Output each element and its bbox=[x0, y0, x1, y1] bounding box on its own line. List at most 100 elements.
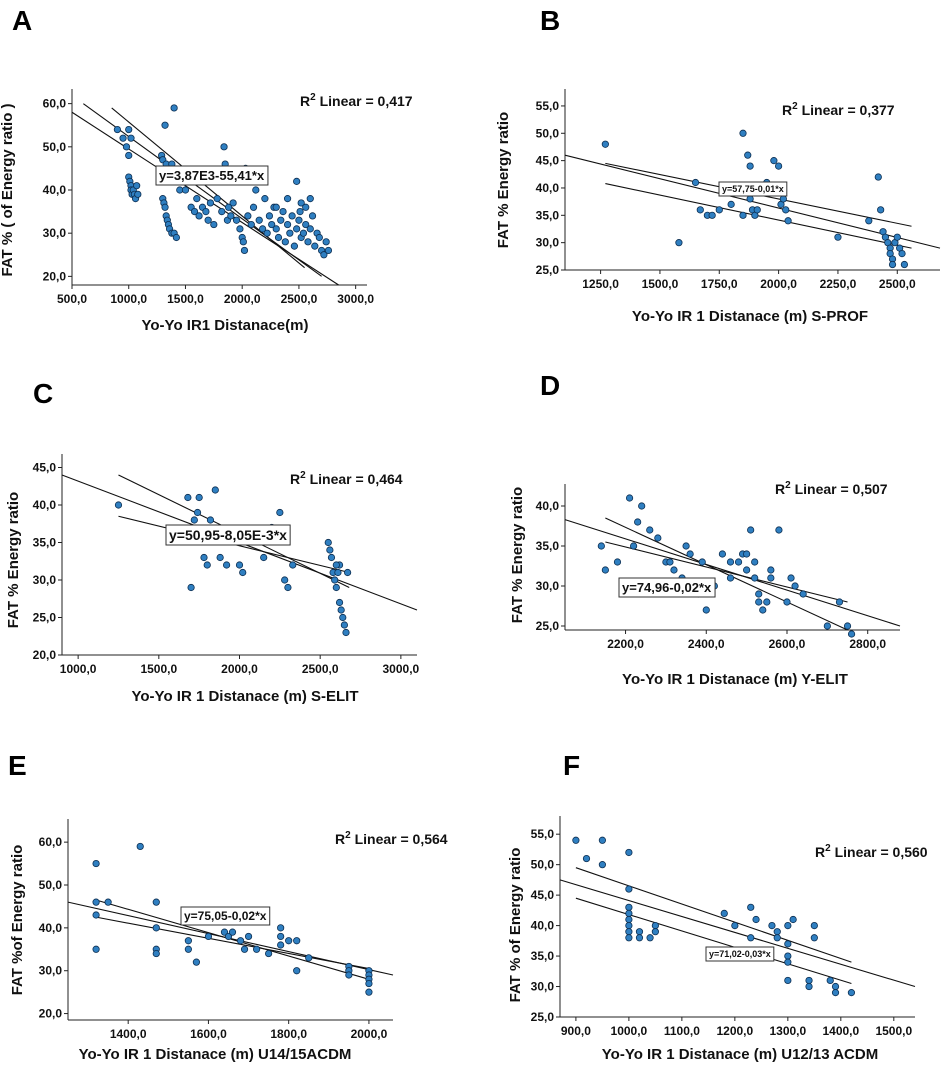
data-point bbox=[768, 921, 776, 930]
equation-box bbox=[180, 906, 271, 926]
fit-line bbox=[575, 897, 852, 985]
r2-label: R2 Linear = 0,507 bbox=[775, 480, 888, 497]
data-point bbox=[625, 903, 633, 911]
data-point bbox=[770, 157, 778, 165]
regression-equation: y=71,02-0,03*x bbox=[705, 946, 775, 962]
data-point bbox=[240, 246, 249, 255]
data-point bbox=[181, 186, 190, 194]
y-tick-label: 45,0 bbox=[531, 888, 555, 902]
data-point bbox=[228, 928, 237, 936]
y-tick-label: 35,0 bbox=[536, 539, 560, 553]
fit-line bbox=[95, 899, 370, 980]
data-point bbox=[268, 220, 276, 229]
data-point bbox=[334, 568, 342, 577]
data-point bbox=[322, 238, 330, 246]
y-axis-title: FAT % Energy ratio bbox=[5, 492, 22, 628]
data-point bbox=[311, 242, 319, 250]
panel-letter: B bbox=[540, 5, 560, 36]
data-point bbox=[646, 934, 654, 942]
data-point bbox=[339, 613, 347, 622]
x-tick-label: 1400,0 bbox=[110, 1027, 147, 1041]
data-point bbox=[193, 508, 202, 517]
data-point bbox=[651, 928, 659, 936]
y-tick-label: 25,0 bbox=[531, 1010, 555, 1024]
y-tick-label: 30,0 bbox=[536, 579, 560, 593]
data-point bbox=[784, 958, 792, 966]
data-point bbox=[192, 958, 200, 966]
x-axis-title: Yo-Yo IR 1 Distanace (m) U14/15ACDM bbox=[79, 1046, 352, 1063]
data-point bbox=[184, 493, 192, 502]
y-tick-label: 30,0 bbox=[39, 964, 63, 978]
fit-line bbox=[83, 103, 322, 277]
x-tick-label: 1600,0 bbox=[190, 1027, 227, 1041]
data-point bbox=[152, 924, 160, 932]
data-point bbox=[306, 225, 314, 233]
data-point bbox=[277, 924, 285, 932]
data-point bbox=[784, 921, 792, 930]
chart-panel-c: C 1000,0 1500,0 2000,0 2500,0 3000,0 20,0 25,0 3… bbox=[5, 378, 420, 705]
data-point bbox=[184, 945, 192, 953]
data-point bbox=[276, 508, 284, 517]
data-point bbox=[284, 583, 292, 592]
equation-text: y=71,02-0,03*x bbox=[709, 949, 771, 959]
fit-line bbox=[605, 541, 848, 603]
y-tick-label: 50,0 bbox=[536, 126, 560, 140]
data-point bbox=[726, 574, 735, 582]
data-point bbox=[747, 903, 755, 911]
data-point bbox=[320, 251, 328, 259]
y-tick-label: 30,0 bbox=[536, 236, 560, 250]
data-point bbox=[302, 220, 310, 229]
data-point bbox=[259, 225, 267, 233]
data-point bbox=[161, 203, 169, 211]
y-tick-label: 40,0 bbox=[33, 498, 57, 512]
data-point bbox=[295, 216, 303, 224]
data-point bbox=[332, 561, 340, 569]
data-point bbox=[288, 212, 296, 220]
data-point bbox=[190, 207, 199, 216]
data-point bbox=[247, 220, 255, 229]
x-tick-label: 2200,0 bbox=[607, 637, 644, 651]
data-point bbox=[598, 861, 606, 869]
data-point bbox=[272, 225, 280, 233]
data-point bbox=[206, 199, 215, 207]
fit-line bbox=[95, 916, 370, 970]
panel-letter: A bbox=[12, 5, 32, 36]
data-point bbox=[286, 229, 294, 237]
data-point bbox=[613, 558, 622, 566]
x-tick-label: 2600,0 bbox=[769, 637, 806, 651]
data-point bbox=[332, 583, 340, 592]
data-point bbox=[625, 915, 633, 924]
data-point bbox=[601, 566, 609, 574]
data-point bbox=[92, 898, 100, 906]
regression-equation: y=50,95-8,05E-3*x bbox=[165, 524, 291, 546]
data-point bbox=[630, 542, 638, 550]
data-point bbox=[747, 526, 755, 534]
data-point bbox=[726, 558, 735, 566]
data-point bbox=[302, 203, 310, 211]
y-tick-label: 35,0 bbox=[531, 949, 555, 963]
data-point bbox=[789, 915, 797, 924]
data-point bbox=[119, 134, 127, 142]
x-tick-label: 2500,0 bbox=[879, 277, 916, 291]
data-point bbox=[751, 558, 759, 566]
data-point bbox=[277, 932, 285, 941]
x-tick-label: 2250,0 bbox=[820, 277, 857, 291]
data-point bbox=[727, 200, 735, 208]
data-point bbox=[224, 203, 233, 211]
y-tick-label: 50,0 bbox=[39, 878, 63, 892]
r2-label: R2 Linear = 0,560 bbox=[815, 843, 928, 860]
regression-equation: y=3,87E3-55,41*x bbox=[155, 165, 269, 186]
data-point bbox=[227, 212, 235, 220]
y-axis-title: FAT % Energy ratio bbox=[509, 487, 526, 623]
data-point bbox=[204, 216, 212, 224]
data-point bbox=[187, 583, 195, 592]
data-point bbox=[114, 501, 123, 509]
data-point bbox=[293, 225, 301, 233]
y-tick-label: 30,0 bbox=[33, 573, 57, 587]
data-point bbox=[92, 911, 100, 919]
x-tick-label: 1500,0 bbox=[167, 292, 204, 306]
data-point bbox=[635, 928, 644, 936]
data-point bbox=[847, 989, 856, 997]
data-point bbox=[92, 945, 100, 953]
regression-equation: y=57,75-0,01*x bbox=[718, 181, 788, 197]
